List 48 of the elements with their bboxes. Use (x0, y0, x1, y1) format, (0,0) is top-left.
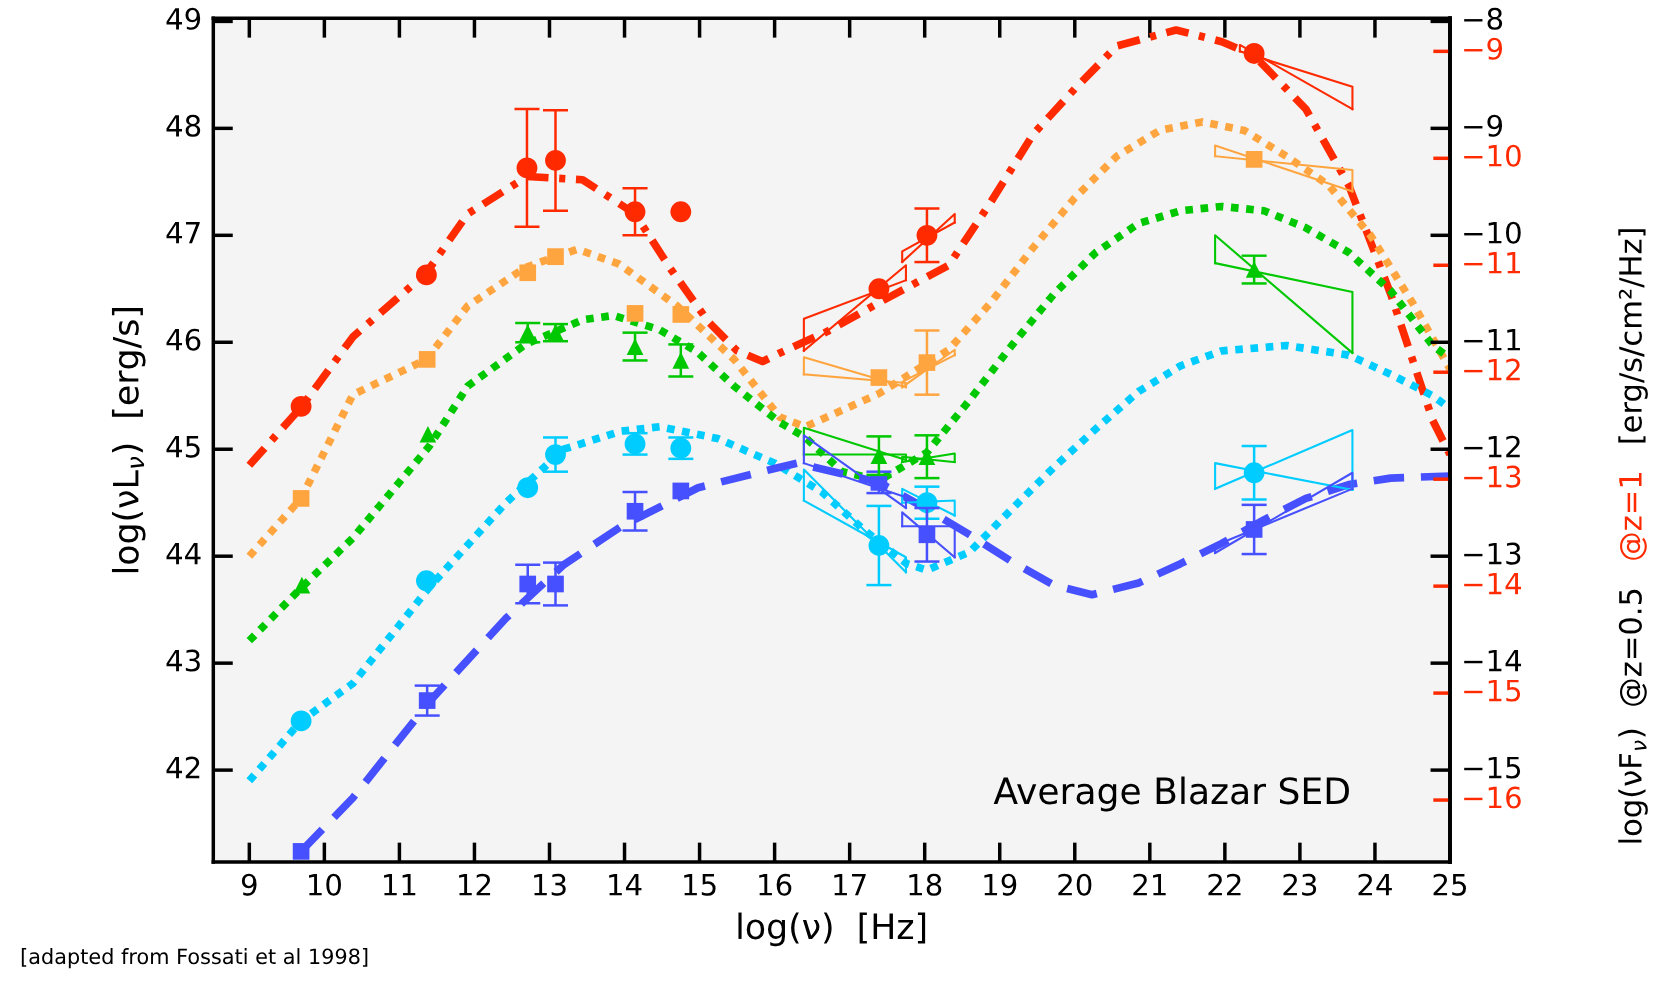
x-tick-label: 20 (1058, 873, 1092, 896)
x-tick-label: 21 (1133, 873, 1166, 896)
y2-tick-label: −13 (1464, 542, 1521, 565)
y3-tick-label: −14 (1464, 572, 1522, 595)
y-tick-label: 45 (166, 436, 200, 458)
y3-tick-label: −15 (1464, 679, 1521, 702)
y3-tick-label: −11 (1464, 252, 1520, 274)
y-tick-label: 47 (166, 222, 200, 244)
y-tick-label: 46 (166, 328, 201, 351)
x-tick-label: 12 (459, 873, 491, 896)
x-tick-label: 16 (759, 873, 792, 896)
y-tick-label: 44 (166, 542, 201, 565)
y-tick-label: 48 (166, 114, 201, 137)
y2-axis-title: log(νF$_{ν}$) @z=0.5 (1618, 589, 1648, 843)
y2-tick-label: −8 (1464, 7, 1503, 30)
y3-axis-title: @z=1 (1619, 473, 1647, 560)
x-tick-label: 13 (534, 873, 566, 896)
y3-tick-label: −16 (1464, 786, 1521, 809)
y-tick-label: 42 (166, 756, 200, 779)
y2-tick-label: −14 (1464, 649, 1522, 672)
x-tick-label: 10 (309, 873, 341, 896)
text: [erg/s/cm²/Hz] (1618, 229, 1648, 443)
x-tick-label: 15 (684, 874, 716, 896)
x-tick-label: 24 (1358, 873, 1392, 896)
x-tick-label: 18 (909, 873, 942, 896)
x-tick-label: 17 (834, 874, 866, 896)
x-axis-title: log(ν) [Hz] (738, 912, 926, 947)
y2-tick-label: −15 (1464, 756, 1521, 779)
y3-tick-label: −12 (1464, 358, 1520, 381)
y3-tick-label: −9 (1464, 37, 1503, 60)
x-tick-label: 19 (984, 873, 1017, 896)
y-tick-label: 43 (166, 649, 200, 672)
y2-tick-label: −12 (1464, 435, 1520, 458)
y2-tick-label: −10 (1464, 221, 1521, 244)
text: [adapted from Fossati et al 1998] (21, 948, 368, 969)
y2-tick-label: −11 (1464, 329, 1520, 351)
y3-tick-label: −13 (1464, 465, 1521, 488)
x-tick-label: 23 (1283, 873, 1317, 896)
x-tick-label: 14 (609, 874, 642, 896)
x-tick-label: 11 (384, 874, 416, 896)
x-tick-label: 25 (1433, 873, 1466, 896)
y3-tick-label: −10 (1464, 144, 1521, 167)
y-axis-title: log(νL$_{ν}$) [erg/s] (111, 308, 146, 573)
x-tick-label: 22 (1208, 873, 1241, 896)
x-tick-label: 9 (241, 873, 257, 896)
y2-tick-label: −9 (1464, 114, 1503, 137)
y-tick-label: 49 (166, 7, 201, 30)
annotation: Average Blazar SED (993, 776, 1349, 812)
